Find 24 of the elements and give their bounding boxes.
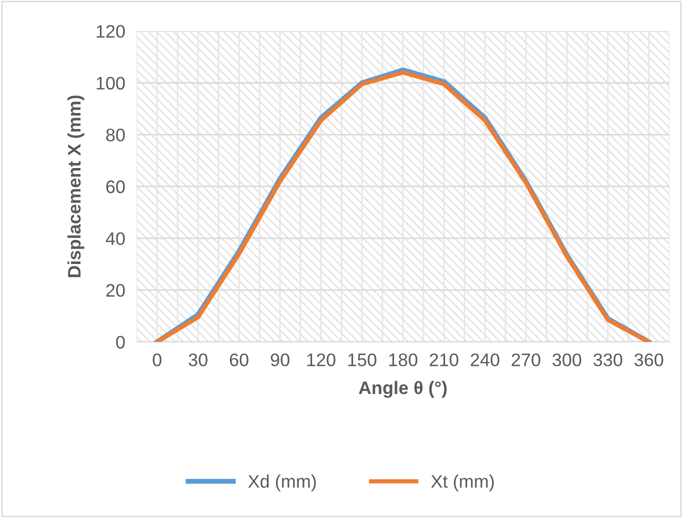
x-tick-label: 180 bbox=[389, 353, 418, 366]
x-tick-label: 120 bbox=[307, 353, 336, 366]
y-tick-label: 0 bbox=[116, 336, 125, 349]
y-tick-label: 20 bbox=[106, 284, 125, 297]
y-tick-label: 100 bbox=[96, 76, 125, 90]
y-tick-label: 60 bbox=[106, 180, 125, 194]
x-tick-label: 300 bbox=[552, 353, 582, 366]
x-axis-title: Angle θ (°) bbox=[358, 380, 447, 398]
legend-label: Xt (mm) bbox=[431, 474, 494, 492]
x-tick-label: 270 bbox=[512, 353, 540, 366]
x-tick-label: 240 bbox=[470, 353, 500, 366]
x-tick-label: 60 bbox=[230, 353, 248, 366]
y-tick-label: 80 bbox=[106, 128, 125, 142]
x-tick-label: 330 bbox=[593, 353, 622, 366]
y-tick-label: 40 bbox=[106, 232, 125, 245]
x-tick-label: 90 bbox=[270, 353, 290, 366]
y-tick-label: 120 bbox=[96, 25, 125, 38]
legend-label: Xd (mm) bbox=[248, 474, 316, 492]
x-tick-label: 0 bbox=[152, 353, 162, 366]
x-tick-label: 360 bbox=[634, 353, 664, 366]
x-tick-label: 30 bbox=[188, 353, 208, 366]
x-tick-label: 210 bbox=[430, 353, 458, 366]
y-axis-title: Displacement X (mm) bbox=[67, 96, 84, 278]
x-tick-label: 150 bbox=[348, 353, 376, 366]
